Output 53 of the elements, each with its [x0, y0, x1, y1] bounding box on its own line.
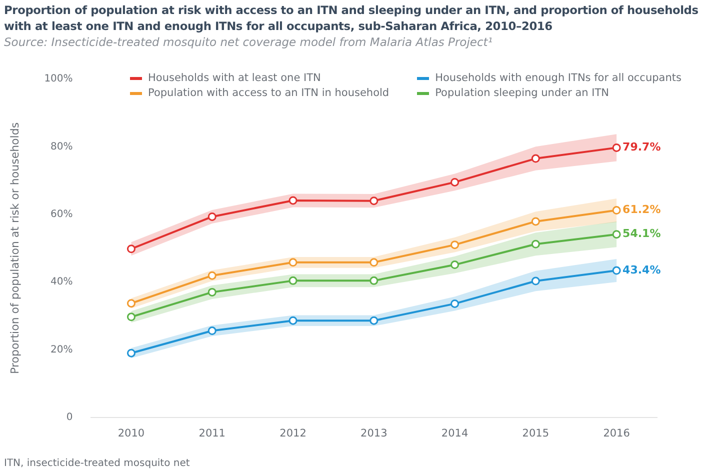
point — [126, 348, 136, 358]
x-tick-label: 2012 — [280, 427, 306, 440]
point — [450, 240, 460, 250]
data-label: 61.2% — [622, 203, 661, 216]
point — [531, 276, 540, 286]
data-label: 43.4% — [622, 263, 661, 276]
point — [531, 217, 540, 226]
point — [288, 276, 298, 285]
point — [370, 316, 378, 325]
point — [126, 299, 136, 308]
point — [288, 316, 298, 325]
point — [612, 230, 621, 239]
y-tick-label: 20% — [50, 344, 73, 356]
point — [612, 143, 621, 152]
point — [450, 260, 460, 270]
text: ITN, insecticide-treated mosquito net — [4, 458, 190, 469]
point — [370, 196, 378, 206]
y-axis-title: Proportion of population at risk or households — [8, 122, 22, 374]
y-tick-label: 0 — [66, 412, 73, 423]
data-label: 79.7% — [622, 140, 661, 154]
point — [208, 326, 216, 336]
x-tick-label: 2011 — [198, 427, 226, 440]
point — [288, 258, 298, 267]
point — [612, 266, 621, 275]
point — [370, 258, 378, 267]
point — [126, 312, 136, 322]
chart-subtitle: Source: Insecticide-treated mosquito net coverage model from Malaria Atlas Project¹ — [4, 35, 492, 49]
x-tick-label: 2014 — [441, 427, 468, 440]
point — [531, 240, 540, 248]
y-tick-label: 80% — [50, 141, 73, 152]
point — [450, 178, 460, 186]
point — [450, 299, 460, 308]
data-label: 54.1% — [622, 227, 661, 240]
chart-title: Proportion of population at risk with access to an ITN and sleeping under an ITN, and proportion of households with at least one ITN and enough ITNs for all occupants, sub-Saharan Africa, 2010–2016 — [4, 2, 700, 34]
x-tick-label: 2016 — [603, 427, 630, 440]
x-tick-label: 2010 — [118, 427, 145, 440]
point — [126, 244, 136, 254]
point — [531, 154, 540, 163]
legend-label: Households with at least one ITN — [148, 72, 321, 84]
point — [612, 206, 621, 215]
y-tick-label: 40% — [50, 276, 73, 288]
point — [208, 212, 216, 221]
point — [370, 276, 378, 285]
legend-label: Population with access to an ITN in household — [148, 87, 390, 99]
legend-label: Households with enough ITNs for all occupants — [435, 72, 682, 84]
point — [288, 196, 298, 205]
legend-label: Population sleeping under an ITN — [435, 87, 610, 99]
x-tick-label: 2013 — [360, 427, 388, 440]
y-tick-label: 100% — [44, 74, 73, 85]
y-tick-label: 60% — [50, 208, 73, 220]
point — [208, 288, 216, 296]
point — [208, 271, 216, 280]
x-tick-label: 2015 — [522, 427, 550, 440]
